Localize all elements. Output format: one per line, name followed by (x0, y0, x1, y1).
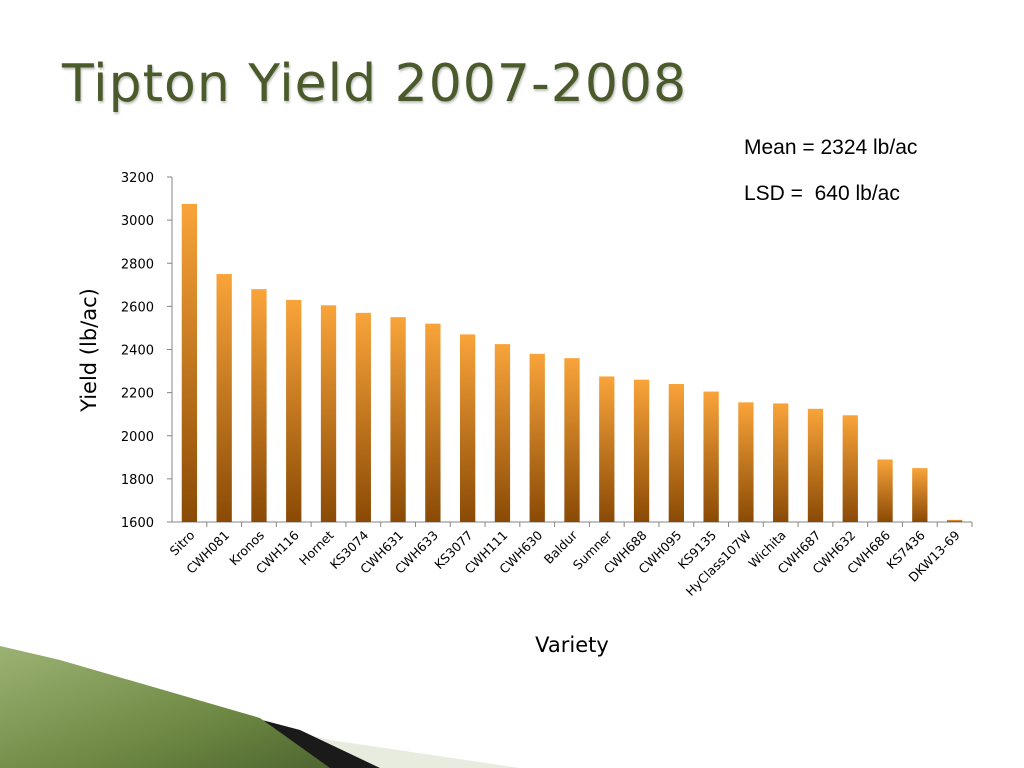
y-tick-label: 2800 (121, 257, 154, 272)
bar-sumner (599, 376, 615, 522)
y-tick-label: 3200 (121, 171, 154, 186)
bar-cwh686 (877, 459, 893, 522)
bar-cwh688 (633, 379, 650, 522)
y-tick-label: 2600 (121, 300, 154, 315)
bar-ks3074 (355, 312, 371, 522)
bar-cwh631 (390, 317, 406, 522)
bar-dkw13-69 (946, 519, 963, 522)
bar-ks3077 (460, 334, 476, 522)
y-tick-label: 2000 (121, 430, 154, 445)
bar-cwh633 (425, 323, 441, 522)
bar-cwh630 (529, 353, 545, 522)
bar-sitro (181, 203, 198, 522)
bar-ks9135 (703, 391, 719, 522)
x-tick-label: Sitro (167, 528, 198, 559)
bar-cwh111 (494, 344, 511, 522)
bar-ks7436 (912, 468, 928, 522)
lsd-annotation: LSD = 640 lb/ac (744, 182, 900, 205)
bar-cwh095 (668, 384, 684, 522)
bar-cwh687 (807, 408, 824, 522)
y-tick-label: 1600 (121, 516, 154, 531)
y-tick-label: 2400 (121, 344, 154, 359)
bar-wichita (773, 403, 789, 522)
y-tick-label: 2200 (121, 387, 154, 402)
bar-hornet (320, 305, 337, 522)
y-tick-label: 1800 (121, 473, 154, 488)
bar-kronos (251, 289, 267, 522)
slide-title: Tipton Yield 2007-2008 (62, 54, 688, 114)
y-tick-label: 3000 (121, 214, 154, 229)
y-axis-label: Yield (lb/ac) (77, 288, 101, 413)
bar-hyclass107w (738, 402, 754, 522)
bar-cwh081 (216, 274, 232, 522)
x-axis-label: Variety (535, 633, 609, 657)
bar-cwh632 (842, 415, 858, 522)
bar-baldur (564, 358, 580, 522)
bar-cwh116 (286, 299, 302, 522)
mean-annotation: Mean = 2324 lb/ac (744, 136, 918, 159)
